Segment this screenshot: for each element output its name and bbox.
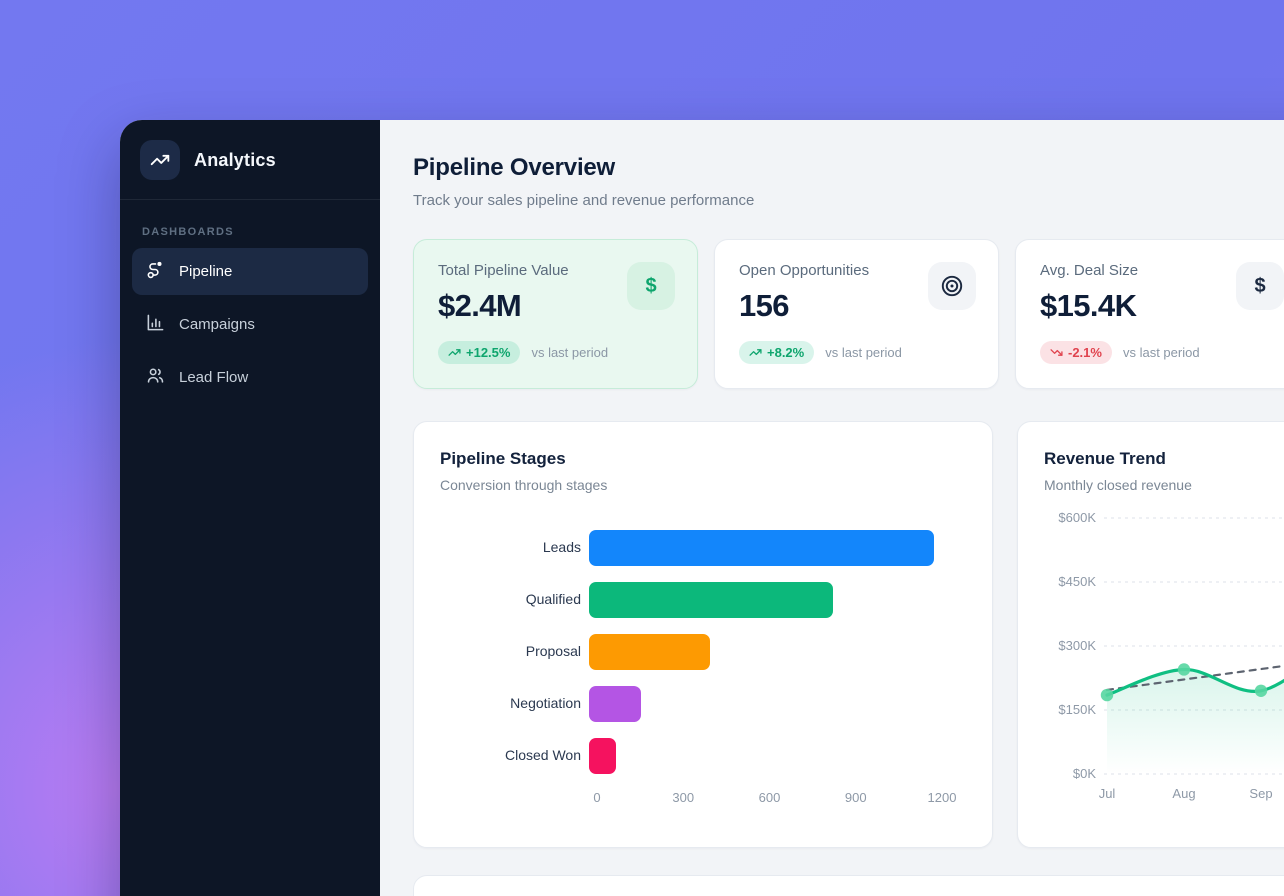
- trend-line: [1105, 664, 1284, 692]
- bar-category-label: Proposal: [525, 643, 581, 660]
- app-name: Analytics: [194, 149, 276, 170]
- chart-title: Revenue Trend: [1044, 449, 1166, 468]
- chart-subtitle: Conversion through stages: [440, 477, 608, 493]
- sidebar-section-label: DASHBOARDS: [142, 226, 234, 238]
- data-point[interactable]: [1100, 688, 1114, 702]
- page-subtitle: Track your sales pipeline and revenue pe…: [413, 192, 755, 209]
- sidebar-item-label: Pipeline: [179, 263, 233, 280]
- brand: Analytics: [120, 120, 380, 200]
- x-tick-label: Sep: [1249, 786, 1272, 801]
- revenue-line-svg: $0K $150K $300K $450K $600K Jul Aug Sep: [1058, 510, 1284, 801]
- charts-row: Pipeline Stages Conversion through stage…: [413, 421, 1284, 848]
- bar[interactable]: [589, 530, 934, 566]
- stat-label: Total Pipeline Value: [438, 262, 569, 279]
- bar-track: [589, 738, 966, 774]
- bar-category-label: Qualified: [525, 591, 581, 608]
- bar-row: Qualified: [440, 582, 966, 618]
- bar[interactable]: [589, 686, 641, 722]
- y-tick-label: $150K: [1058, 702, 1096, 717]
- compare-label: vs last period: [1122, 345, 1200, 360]
- x-tick-label: 600: [758, 790, 781, 805]
- sidebar: Analytics DASHBOARDS Pipeline: [120, 120, 380, 896]
- bar-row: Leads: [440, 530, 966, 566]
- dollar-icon: $: [627, 262, 675, 310]
- data-point[interactable]: [1177, 663, 1191, 676]
- bar-track: [589, 530, 966, 566]
- delta-badge: +8.2%: [739, 341, 815, 364]
- stat-label: Open Opportunities: [739, 262, 870, 279]
- delta-badge: +12.5%: [438, 341, 521, 364]
- pipeline-stages-chart: Leads Qualified Proposal Negotiation Closed …: [440, 530, 966, 774]
- stat-value: $2.4M: [438, 288, 522, 323]
- x-tick-label: 900: [844, 790, 867, 805]
- page-title: Pipeline Overview: [413, 154, 616, 181]
- sidebar-item-lead-flow[interactable]: Lead Flow: [132, 354, 368, 401]
- trending-down-icon: [1050, 349, 1063, 356]
- compare-label: vs last period: [531, 345, 609, 360]
- y-tick-label: $300K: [1058, 638, 1096, 653]
- sidebar-nav: Pipeline Campaigns: [132, 248, 368, 401]
- revenue-trend-card: Revenue Trend Monthly closed revenue $0K…: [1017, 421, 1284, 848]
- y-tick-label: $450K: [1058, 574, 1096, 589]
- trending-up-icon: [749, 349, 762, 356]
- stat-card-open-opportunities[interactable]: Open Opportunities 156 +8.2% vs last per…: [714, 239, 999, 389]
- bar-category-label: Negotiation: [510, 695, 581, 712]
- sidebar-item-label: Campaigns: [179, 316, 255, 333]
- bar-category-label: Closed Won: [504, 747, 581, 764]
- stat-value: 156: [739, 288, 790, 323]
- sidebar-item-pipeline[interactable]: Pipeline: [132, 248, 368, 295]
- bar-track: [589, 582, 966, 618]
- x-tick-label: 0: [593, 790, 601, 805]
- trending-up-logo-icon: [140, 140, 180, 180]
- main-content: Pipeline Overview Track your sales pipel…: [380, 120, 1284, 896]
- bar-track: [589, 686, 966, 722]
- revenue-line: [1105, 667, 1284, 697]
- bar-category-label: Leads: [542, 539, 581, 556]
- y-tick-label: $0K: [1073, 766, 1096, 781]
- stat-value: $15.4K: [1040, 288, 1137, 323]
- sidebar-item-label: Lead Flow: [179, 369, 249, 386]
- area-fill: [1107, 669, 1284, 774]
- x-axis: 0 300 600 900 1200: [593, 790, 956, 808]
- target-icon: [928, 262, 976, 310]
- bar-row: Negotiation: [440, 686, 966, 722]
- stat-card-total-pipeline-value[interactable]: Total Pipeline Value $2.4M +12.5% vs las…: [413, 239, 698, 389]
- trending-up-icon: [448, 349, 461, 356]
- revenue-trend-chart: $0K $150K $300K $450K $600K Jul Aug Sep: [1044, 502, 1284, 815]
- y-tick-label: $600K: [1058, 510, 1096, 525]
- x-tick-label: 300: [672, 790, 695, 805]
- compare-label: vs last period: [825, 345, 902, 360]
- pipeline-stages-card: Pipeline Stages Conversion through stage…: [413, 421, 993, 848]
- stats-row: Total Pipeline Value $2.4M +12.5% vs las…: [413, 239, 1284, 389]
- bar[interactable]: [589, 582, 834, 618]
- x-tick-label: 1200: [927, 790, 957, 805]
- app-window: Analytics DASHBOARDS Pipeline: [120, 120, 1284, 896]
- stat-label: Avg. Deal Size: [1040, 262, 1139, 279]
- bar-track: [589, 634, 966, 670]
- dollar-icon: $: [1236, 262, 1284, 310]
- chart-subtitle: Monthly closed revenue: [1044, 477, 1192, 493]
- x-tick-label: Jul: [1099, 786, 1116, 801]
- bar-row: Proposal: [440, 634, 966, 670]
- bar[interactable]: [589, 634, 710, 670]
- x-tick-label: Aug: [1172, 786, 1195, 801]
- delta-badge: -2.1%: [1040, 341, 1112, 364]
- bottom-card-partial: [413, 875, 1284, 896]
- stat-card-avg-deal-size[interactable]: Avg. Deal Size $15.4K -2.1% vs last peri…: [1015, 239, 1284, 389]
- route-icon: [146, 260, 165, 283]
- bar[interactable]: [589, 738, 617, 774]
- bar-row: Closed Won: [440, 738, 966, 774]
- sidebar-item-campaigns[interactable]: Campaigns: [132, 301, 368, 348]
- bar-chart-icon: [146, 313, 165, 336]
- chart-title: Pipeline Stages: [440, 449, 566, 468]
- data-point[interactable]: [1254, 684, 1268, 697]
- users-icon: [146, 366, 165, 389]
